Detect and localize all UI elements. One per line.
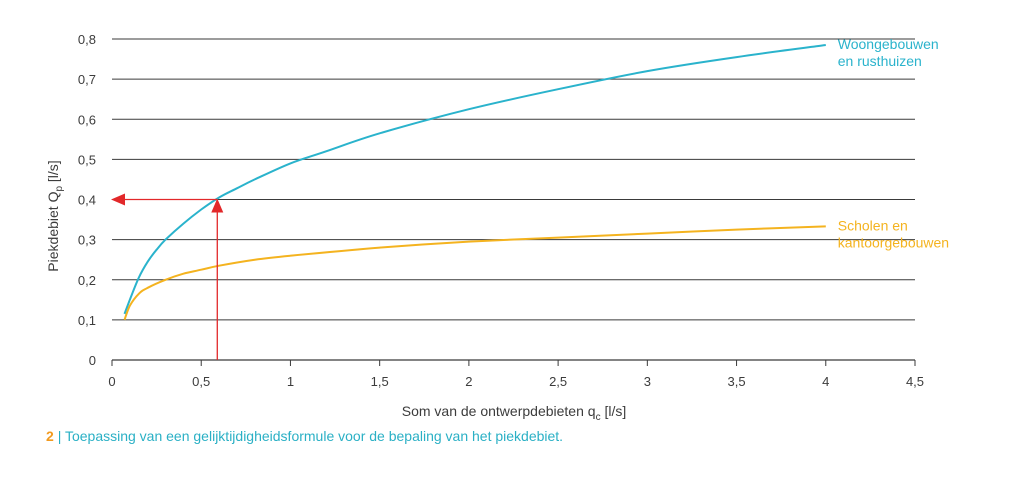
y-axis-title: Piekdebiet Qp [l/s] <box>45 160 65 271</box>
horizontal-arrowhead <box>111 193 125 206</box>
caption-text: Toepassing van een gelijktijdigheidsform… <box>64 428 564 444</box>
y-tick-label: 0,8 <box>78 32 96 47</box>
grid-lines <box>112 38 915 321</box>
x-tick-label: 2,5 <box>549 374 567 389</box>
x-tick-label: 4 <box>822 374 829 389</box>
x-tick-label: 1,5 <box>371 374 389 389</box>
series-label-2: Scholen en kantoorgebouwen <box>838 217 949 250</box>
x-axis-title: Som van de ontwerpdebieten qc [l/s] <box>402 403 626 423</box>
series-labels: Woongebouwen en rusthuizen Scholen en kanto… <box>838 36 949 250</box>
chart: 0 0,1 0,2 0,3 0,4 0,5 0,6 0,7 0,8 0 0,5 1 1,5 2 2,5 3 3… <box>45 32 949 423</box>
x-tick-label: 0,5 <box>192 374 210 389</box>
x-tick-label: 3,5 <box>728 374 746 389</box>
y-tick-label: 0,7 <box>78 72 96 87</box>
y-tick-label: 0,5 <box>78 152 96 167</box>
series-label-1: Woongebouwen en rusthuizen <box>838 36 939 69</box>
x-tick-label: 1 <box>287 374 294 389</box>
y-tick-label: 0,4 <box>78 193 96 208</box>
series-lines <box>123 44 826 321</box>
x-tick-label: 0 <box>108 374 115 389</box>
y-tick-labels: 0 0,1 0,2 0,3 0,4 0,5 0,6 0,7 0,8 <box>78 32 96 368</box>
reading-arrows <box>111 193 224 360</box>
y-tick-label: 0,1 <box>78 313 96 328</box>
x-axis <box>111 359 916 366</box>
y-tick-label: 0,2 <box>78 273 96 288</box>
figure-caption: 2 | Toepassing van een gelijktijdigheids… <box>46 428 563 444</box>
vertical-arrowhead <box>211 198 224 213</box>
x-tick-label: 4,5 <box>906 374 924 389</box>
caption-number: 2 <box>46 428 54 444</box>
series-line-1 <box>123 44 826 315</box>
y-tick-label: 0 <box>89 353 96 368</box>
y-tick-label: 0,6 <box>78 112 96 127</box>
x-tick-label: 3 <box>644 374 651 389</box>
caption-separator: | <box>57 428 62 444</box>
x-tick-label: 2 <box>465 374 472 389</box>
x-tick-labels: 0 0,5 1 1,5 2 2,5 3 3,5 4 4,5 <box>108 374 924 389</box>
y-tick-label: 0,3 <box>78 233 96 248</box>
series-line-2 <box>123 225 826 321</box>
